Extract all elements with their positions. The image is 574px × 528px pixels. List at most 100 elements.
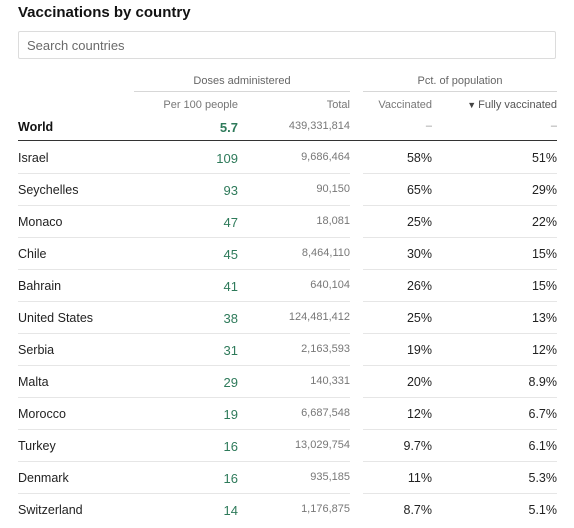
table-row[interactable]: Morocco 19 6,687,548 12% 6.7%: [0, 398, 574, 430]
total-value: 1,176,875: [301, 503, 350, 515]
country-name: Chile: [18, 247, 47, 261]
per100-value: 14: [223, 503, 238, 518]
vaccinated-value: 12%: [406, 407, 432, 421]
total-value: 18,081: [316, 215, 350, 227]
total-value: 13,029,754: [294, 439, 350, 451]
table-row[interactable]: Bahrain 41 640,104 26% 15%: [0, 270, 574, 302]
total-value: 124,481,412: [288, 311, 350, 323]
row-divider: [363, 173, 557, 174]
row-divider: [363, 429, 557, 430]
row-divider: [18, 333, 350, 334]
row-divider: [363, 461, 557, 462]
fully-vaccinated-value: 13%: [531, 311, 557, 325]
world-vaccinated: –: [425, 120, 432, 132]
total-value: 9,686,464: [301, 151, 350, 163]
table-row[interactable]: Seychelles 93 90,150 65% 29%: [0, 174, 574, 206]
row-divider: [18, 493, 350, 494]
row-divider: [18, 173, 350, 174]
world-per100: 5.7: [219, 120, 238, 135]
vaccinated-value: 26%: [406, 279, 432, 293]
fully-vaccinated-value: 15%: [531, 279, 557, 293]
table-row[interactable]: Malta 29 140,331 20% 8.9%: [0, 366, 574, 398]
row-divider: [18, 301, 350, 302]
world-total: 439,331,814: [288, 120, 350, 132]
search-box[interactable]: [18, 31, 556, 59]
vaccinated-value: 20%: [406, 375, 432, 389]
total-value: 140,331: [310, 375, 350, 387]
table-row[interactable]: Turkey 16 13,029,754 9.7% 6.1%: [0, 430, 574, 462]
row-divider: [18, 397, 350, 398]
total-value: 8,464,110: [301, 247, 350, 259]
per100-value: 47: [223, 215, 238, 230]
table-row[interactable]: Chile 45 8,464,110 30% 15%: [0, 238, 574, 270]
fully-vaccinated-value: 29%: [531, 183, 557, 197]
table-row[interactable]: Monaco 47 18,081 25% 22%: [0, 206, 574, 238]
table-row[interactable]: Serbia 31 2,163,593 19% 12%: [0, 334, 574, 366]
per100-value: 31: [223, 343, 238, 358]
column-header-total[interactable]: Total: [326, 99, 350, 111]
country-name: Switzerland: [18, 503, 83, 517]
country-name: Malta: [18, 375, 49, 389]
fully-vaccinated-value: 6.1%: [528, 439, 558, 453]
vaccinated-value: 25%: [406, 215, 432, 229]
total-value: 90,150: [316, 183, 350, 195]
row-divider: [363, 205, 557, 206]
group-header-doses: Doses administered: [134, 75, 350, 92]
total-value: 640,104: [310, 279, 350, 291]
vaccinated-value: 58%: [406, 151, 432, 165]
per100-value: 93: [223, 183, 238, 198]
country-table: Israel 109 9,686,464 58% 51% Seychelles …: [0, 142, 574, 526]
table-row[interactable]: Switzerland 14 1,176,875 8.7% 5.1%: [0, 494, 574, 526]
column-header-per100[interactable]: Per 100 people: [163, 99, 238, 111]
row-divider: [363, 237, 557, 238]
header-divider: [18, 140, 557, 141]
fully-vaccinated-value: 12%: [531, 343, 557, 357]
fully-vaccinated-value: 6.7%: [528, 407, 558, 421]
world-row: World 5.7 439,331,814 – –: [0, 117, 574, 139]
country-name: Denmark: [18, 471, 69, 485]
per100-value: 29: [223, 375, 238, 390]
table-row[interactable]: Denmark 16 935,185 11% 5.3%: [0, 462, 574, 494]
row-divider: [18, 205, 350, 206]
vaccinated-value: 8.7%: [403, 503, 433, 517]
column-header-vaccinated[interactable]: Vaccinated: [378, 99, 432, 111]
row-divider: [18, 461, 350, 462]
column-header-fully-label: Fully vaccinated: [478, 99, 557, 111]
row-divider: [18, 269, 350, 270]
row-divider: [18, 429, 350, 430]
country-name: Monaco: [18, 215, 63, 229]
vaccinated-value: 30%: [406, 247, 432, 261]
row-divider: [363, 269, 557, 270]
search-input[interactable]: [27, 32, 555, 58]
per100-value: 16: [223, 471, 238, 486]
world-country: World: [18, 120, 54, 134]
fully-vaccinated-value: 8.9%: [528, 375, 558, 389]
country-name: Bahrain: [18, 279, 62, 293]
vaccinated-value: 19%: [406, 343, 432, 357]
world-fully-vaccinated: –: [550, 120, 557, 132]
row-divider: [363, 397, 557, 398]
country-name: Morocco: [18, 407, 66, 421]
per100-value: 38: [223, 311, 238, 326]
fully-vaccinated-value: 22%: [531, 215, 557, 229]
vaccinated-value: 11%: [407, 471, 432, 485]
vaccinated-value: 25%: [406, 311, 432, 325]
country-name: Israel: [18, 151, 49, 165]
table-row[interactable]: United States 38 124,481,412 25% 13%: [0, 302, 574, 334]
per100-value: 19: [223, 407, 238, 422]
vaccinated-value: 9.7%: [403, 439, 433, 453]
row-divider: [18, 365, 350, 366]
row-divider: [363, 333, 557, 334]
row-divider: [363, 493, 557, 494]
fully-vaccinated-value: 5.1%: [528, 503, 558, 517]
per100-value: 45: [223, 247, 238, 262]
total-value: 2,163,593: [301, 343, 350, 355]
group-header-pct: Pct. of population: [363, 75, 557, 92]
column-header-fully-vaccinated[interactable]: ▼ Fully vaccinated: [467, 99, 557, 111]
vaccinated-value: 65%: [406, 183, 432, 197]
total-value: 935,185: [310, 471, 350, 483]
per100-value: 16: [223, 439, 238, 454]
page-title: Vaccinations by country: [18, 4, 191, 21]
country-name: Seychelles: [18, 183, 79, 197]
table-row[interactable]: Israel 109 9,686,464 58% 51%: [0, 142, 574, 174]
